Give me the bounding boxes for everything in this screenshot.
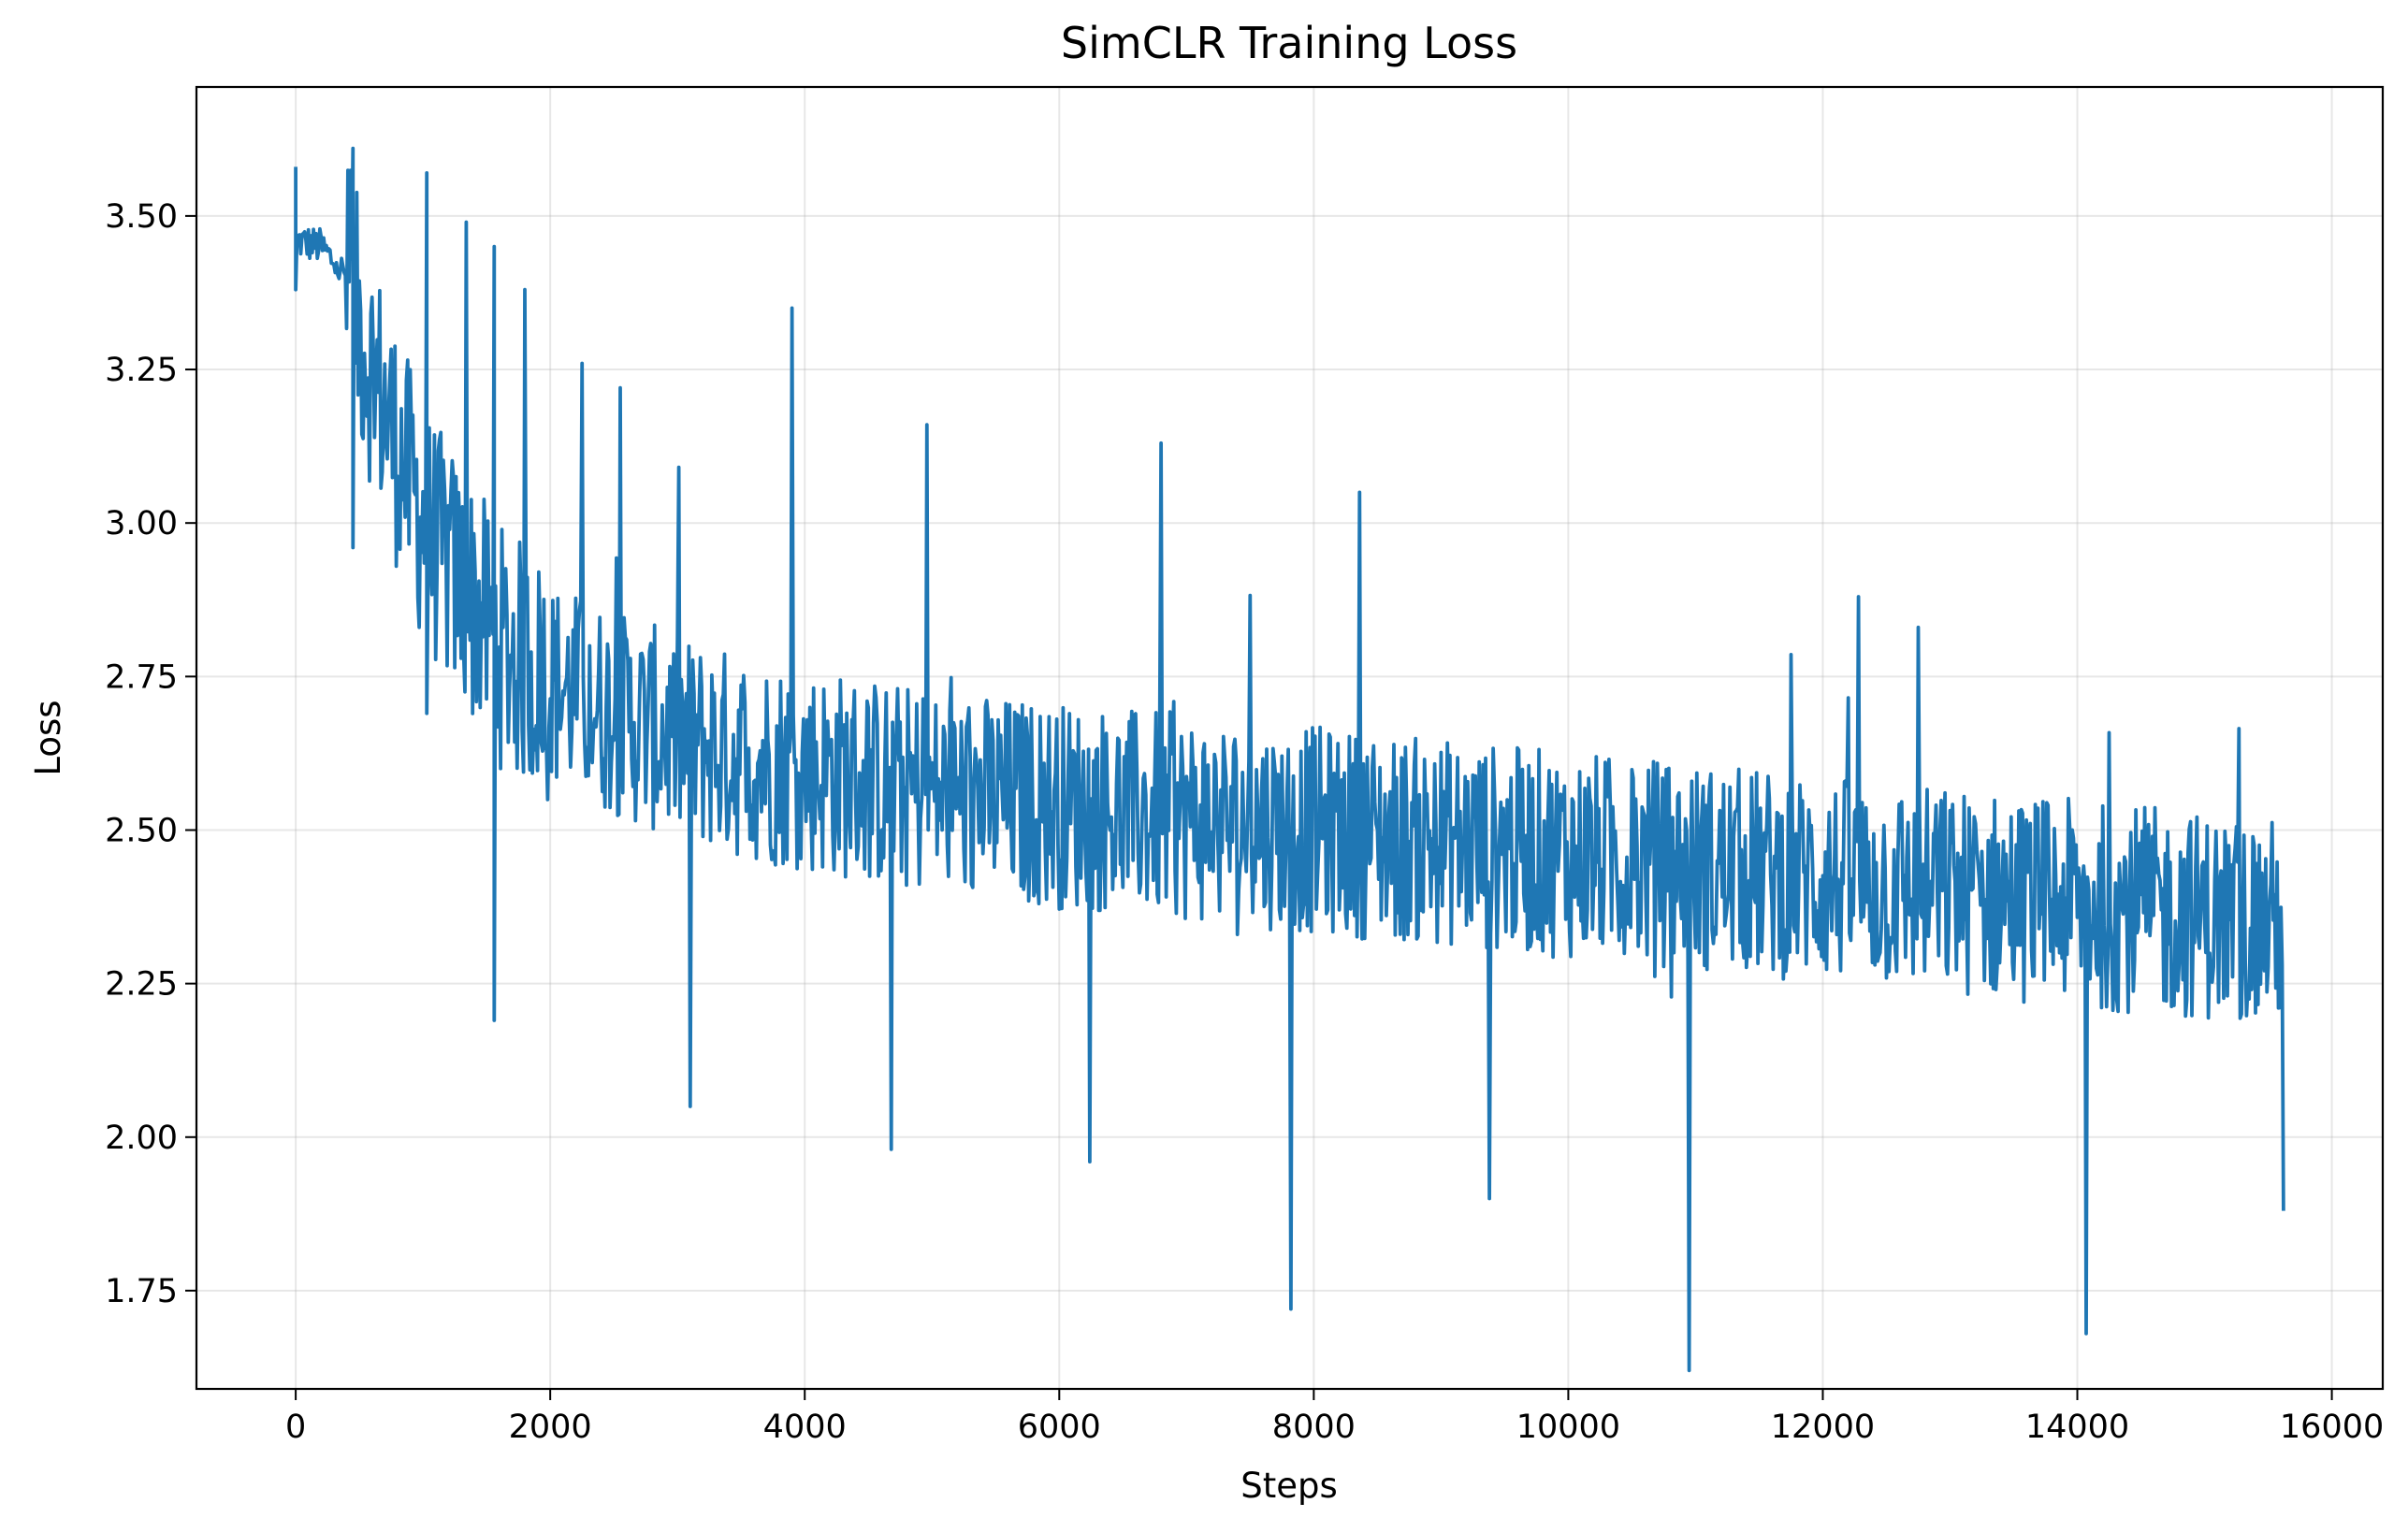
x-axis-label: Steps — [1240, 1466, 1338, 1506]
y-tick-label: 1.75 — [105, 1273, 178, 1310]
y-tick-label: 2.50 — [105, 812, 178, 849]
x-tick-label: 12000 — [1771, 1409, 1875, 1446]
loss-series — [294, 146, 2285, 1373]
plot-frame — [195, 85, 2385, 1391]
x-tick-label: 10000 — [1516, 1409, 1620, 1446]
loss-line — [294, 146, 2285, 1373]
x-tick-label: 14000 — [2025, 1409, 2129, 1446]
x-tick-label: 2000 — [509, 1409, 592, 1446]
axis-ticks: 0 2000 4000 6000 8000 10000 12000 14000 16000 1.7… — [105, 198, 2384, 1446]
x-tick-label: 4000 — [763, 1409, 847, 1446]
x-tick-label: 16000 — [2280, 1409, 2384, 1446]
y-axis-label: Loss — [28, 700, 68, 775]
y-tick-label: 3.25 — [105, 352, 178, 389]
y-tick-label: 3.00 — [105, 505, 178, 542]
y-tick-label: 2.75 — [105, 658, 178, 696]
y-tick-label: 3.50 — [105, 198, 178, 236]
y-tick-label: 2.00 — [105, 1120, 178, 1157]
y-tick-label: 2.25 — [105, 966, 178, 1004]
chart-title: SimCLR Training Loss — [1061, 18, 1517, 68]
x-tick-label: 6000 — [1018, 1409, 1101, 1446]
x-tick-label: 0 — [285, 1409, 306, 1446]
x-tick-label: 8000 — [1272, 1409, 1356, 1446]
